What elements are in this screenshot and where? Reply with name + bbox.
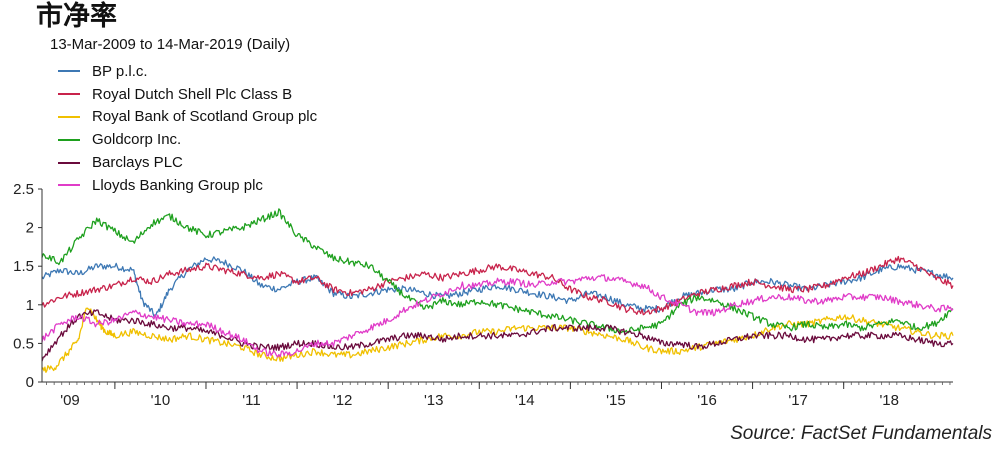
legend-item: Barclays PLC xyxy=(58,151,317,174)
y-tick-label: 0.5 xyxy=(13,335,34,352)
series-line-3 xyxy=(41,307,954,373)
y-tick-label: 2 xyxy=(26,220,34,237)
legend-item: BP p.l.c. xyxy=(58,60,317,83)
legend-label: Royal Bank of Scotland Group plc xyxy=(92,108,318,126)
series-line-1 xyxy=(41,256,954,317)
chart-subtitle: 13-Mar-2009 to 14-Mar-2019 (Daily) xyxy=(50,36,291,53)
series-line-2 xyxy=(41,255,954,316)
legend-label: Lloyds Banking Group plc xyxy=(92,176,263,194)
legend-item: Royal Bank of Scotland Group plc xyxy=(58,106,317,129)
source-note: Source: FactSet Fundamentals xyxy=(730,423,992,444)
legend-item: Goldcorp Inc. xyxy=(58,128,317,151)
x-tick-label: '11 xyxy=(242,392,260,409)
series-line-6 xyxy=(41,274,954,358)
legend-item: Royal Dutch Shell Plc Class B xyxy=(58,83,317,106)
legend-label: Barclays PLC xyxy=(92,154,183,172)
x-tick-label: '16 xyxy=(697,392,717,409)
legend-label: Royal Dutch Shell Plc Class B xyxy=(92,85,293,103)
chart-title: 市净率 xyxy=(36,1,117,32)
x-tick-label: '18 xyxy=(879,392,899,409)
y-tick-label: 2.5 xyxy=(13,181,34,198)
legend-swatch xyxy=(58,138,80,141)
legend-swatch xyxy=(58,161,80,164)
legend-label: Goldcorp Inc. xyxy=(92,131,182,149)
x-tick-label: '17 xyxy=(788,392,808,409)
x-tick-label: '10 xyxy=(151,392,171,409)
legend-swatch xyxy=(58,115,80,118)
legend-item: Lloyds Banking Group plc xyxy=(58,174,317,197)
y-tick-label: 1.5 xyxy=(13,258,34,275)
legend-label: BP p.l.c. xyxy=(92,62,148,80)
x-tick-label: '15 xyxy=(606,392,626,409)
legend-swatch xyxy=(58,70,80,73)
legend: BP p.l.c. Royal Dutch Shell Plc Class B Ro… xyxy=(58,60,317,197)
y-tick-label: 1 xyxy=(26,297,34,314)
legend-swatch xyxy=(58,93,80,96)
series-line-4 xyxy=(41,208,954,334)
legend-swatch xyxy=(58,184,80,187)
y-tick-label: 0 xyxy=(26,374,34,391)
x-tick-label: '14 xyxy=(515,392,535,409)
series-line-5 xyxy=(41,309,954,362)
x-tick-label: '13 xyxy=(424,392,444,409)
x-tick-label: '09 xyxy=(60,392,80,409)
x-tick-label: '12 xyxy=(333,392,353,409)
